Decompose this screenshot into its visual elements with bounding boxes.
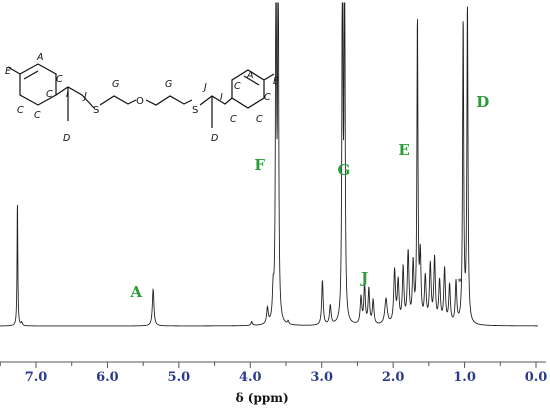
mol-label-j-left: J <box>82 91 87 102</box>
linker-bonds-left <box>99 95 137 106</box>
left-methyl-bond <box>7 66 21 75</box>
mol-label-e-right: E <box>273 76 279 87</box>
mol-atom-o: O <box>136 96 144 107</box>
mol-label-c-left-2: C <box>46 89 53 100</box>
left-chain-bonds <box>55 86 95 109</box>
mol-label-j-right: J <box>202 82 207 93</box>
molecule-structure: E A C C C C I D J S G O G S J I D C A E … <box>5 52 279 144</box>
linker-bonds-right <box>145 95 193 106</box>
peak-label-j: J <box>359 269 368 287</box>
right-methyl-bond <box>263 73 275 81</box>
mol-atom-s-right: S <box>192 105 198 116</box>
mol-label-c-right-2: C <box>264 92 271 103</box>
mol-label-g-left: G <box>112 79 119 90</box>
mol-label-g-right: G <box>165 79 172 90</box>
x-tick-label: 6.0 <box>96 370 119 385</box>
spectrum-layer <box>0 2 538 327</box>
x-axis: 7.0 6.0 5.0 4.0 3.0 2.0 1.0 0.0 δ (ppm) <box>0 361 548 405</box>
mol-label-c-right-1: C <box>234 81 241 92</box>
right-chain-bonds <box>199 95 233 106</box>
peak-labels: A F G J E D * <box>129 93 489 301</box>
peak-label-a: A <box>129 283 142 301</box>
x-tick-label: 4.0 <box>239 370 262 385</box>
mol-label-d-left: D <box>63 133 70 144</box>
x-tick-label: 5.0 <box>168 370 191 385</box>
peak-label-d: D <box>476 93 489 111</box>
mol-label-c-left-4: C <box>34 110 41 121</box>
x-tick-label: 0.0 <box>525 370 548 385</box>
right-ring-double-bond <box>243 75 260 86</box>
peak-label-f: F <box>254 156 265 174</box>
left-ring-double-bond <box>23 70 39 80</box>
spectrum-line <box>0 2 538 327</box>
mol-atom-s-left: S <box>93 105 99 116</box>
mol-label-c-right-4: C <box>256 114 263 125</box>
mol-label-c-left-1: C <box>56 74 63 85</box>
mol-label-a-left: A <box>36 52 44 63</box>
mol-label-c-left-3: C <box>17 105 24 116</box>
x-axis-title: δ (ppm) <box>236 391 289 405</box>
x-tick-label: 3.0 <box>310 370 333 385</box>
peak-label-g: G <box>337 161 350 179</box>
mol-label-c-right-3: C <box>230 114 237 125</box>
peak-label-e: E <box>398 141 409 159</box>
x-tick-label: 1.0 <box>453 370 476 385</box>
mol-label-e-left: E <box>5 66 11 77</box>
mol-label-i-right: I <box>220 92 223 103</box>
impurity-marker: * <box>458 277 463 288</box>
x-tick-label: 2.0 <box>382 370 405 385</box>
mol-label-i-left: I <box>66 89 69 100</box>
mol-label-a-right: A <box>246 70 254 81</box>
mol-label-d-right: D <box>211 133 218 144</box>
x-tick-label: 7.0 <box>25 370 48 385</box>
